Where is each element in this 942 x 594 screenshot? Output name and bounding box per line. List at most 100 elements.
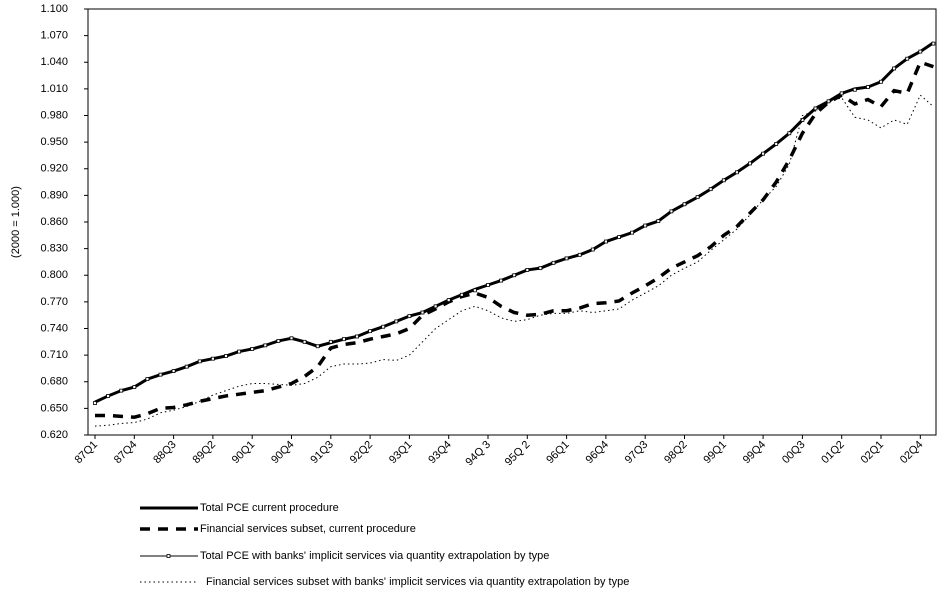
series-marker xyxy=(630,230,634,235)
series-marker xyxy=(512,273,517,278)
series-line xyxy=(94,94,934,427)
y-tick-label: 1.100 xyxy=(40,3,68,15)
x-tick-label: 99Q1 xyxy=(701,439,729,467)
series-line xyxy=(94,43,934,404)
series-marker xyxy=(931,41,936,46)
x-tick-label: 87Q4 xyxy=(112,439,140,467)
x-tick-label: 92Q2 xyxy=(348,439,376,467)
series-marker xyxy=(315,344,320,349)
y-tick-label: 0.710 xyxy=(40,349,68,361)
plot-frame xyxy=(87,8,937,436)
x-tick-label: 99Q4 xyxy=(741,439,769,467)
series-marker xyxy=(656,219,661,224)
series-marker xyxy=(459,292,464,297)
series-marker xyxy=(276,339,281,343)
series-marker xyxy=(184,364,189,369)
series-marker xyxy=(407,314,412,318)
x-tick-label: 02Q1 xyxy=(859,439,887,467)
series-marker xyxy=(381,324,386,329)
series-marker xyxy=(525,268,530,272)
series-marker xyxy=(787,131,792,136)
y-tick-label: 0.890 xyxy=(40,189,68,201)
legend-label: Total PCE current procedure xyxy=(200,502,339,514)
legend-label: Total PCE with banks' implicit services … xyxy=(200,550,549,562)
x-tick-label: 90Q1 xyxy=(230,439,258,467)
series-marker xyxy=(682,202,687,207)
y-axis-label: (2000 = 1.000) xyxy=(10,186,22,258)
x-tick-label: 97Q3 xyxy=(623,439,651,467)
x-tick-label: 89Q2 xyxy=(190,439,218,467)
series-marker xyxy=(708,187,713,192)
y-tick-label: 0.950 xyxy=(40,136,68,148)
series-marker xyxy=(617,235,621,239)
y-tick-label: 1.070 xyxy=(40,30,68,42)
series-marker xyxy=(210,356,215,361)
series-marker xyxy=(433,304,438,309)
series-marker xyxy=(643,223,648,228)
series-marker xyxy=(197,359,202,364)
x-tick-label: 98Q2 xyxy=(662,439,690,467)
y-tick-label: 0.650 xyxy=(40,402,68,414)
series-marker xyxy=(577,252,582,257)
series-marker xyxy=(158,372,163,377)
x-tick-label: 00Q3 xyxy=(780,439,808,467)
series-marker xyxy=(813,106,818,111)
y-tick-label: 0.770 xyxy=(40,296,68,308)
x-tick-label: 87Q1 xyxy=(73,439,101,467)
series-marker xyxy=(302,339,307,344)
legend-swatch-marker xyxy=(166,554,171,558)
y-tick-label: 0.620 xyxy=(40,429,68,441)
series-marker xyxy=(735,170,739,175)
series-marker xyxy=(341,337,346,342)
series-marker xyxy=(826,99,831,104)
y-tick-label: 0.830 xyxy=(40,243,68,255)
x-tick-label: 88Q3 xyxy=(151,439,179,467)
x-tick-label: 01Q2 xyxy=(819,439,847,467)
series-marker xyxy=(355,334,359,339)
y-tick-label: 0.740 xyxy=(40,322,68,334)
x-tick-label: 93Q4 xyxy=(426,439,454,467)
series-marker xyxy=(250,347,255,351)
y-tick-label: 1.010 xyxy=(40,83,68,95)
legend-label: Financial services subset with banks' im… xyxy=(206,576,629,588)
x-tick-label: 95Q 2 xyxy=(503,439,533,469)
series-marker xyxy=(551,260,556,265)
series-marker xyxy=(486,283,490,287)
series-marker xyxy=(237,349,242,354)
series-marker xyxy=(721,178,726,183)
series-marker xyxy=(119,388,124,393)
series-marker xyxy=(224,354,228,358)
series-marker xyxy=(669,209,674,214)
x-tick-label: 96Q1 xyxy=(544,439,572,467)
series-marker xyxy=(879,79,883,84)
series-marker xyxy=(892,66,896,71)
y-tick-label: 1.040 xyxy=(40,56,68,68)
series-marker xyxy=(604,239,608,244)
series-marker xyxy=(748,161,752,166)
x-tick-label: 93Q1 xyxy=(387,439,415,467)
x-tick-label: 91Q3 xyxy=(308,439,336,467)
series-marker xyxy=(774,141,779,146)
series-marker xyxy=(918,49,923,54)
series-marker xyxy=(499,278,504,283)
y-tick-label: 0.920 xyxy=(40,163,68,175)
series-line xyxy=(94,41,935,404)
y-tick-label: 0.800 xyxy=(40,269,68,281)
series-marker xyxy=(106,394,110,398)
x-tick-label: 96Q4 xyxy=(583,439,611,467)
x-tick-label: 94Q 3 xyxy=(463,439,493,469)
series-marker xyxy=(695,195,700,200)
series-marker xyxy=(171,369,176,374)
series-marker xyxy=(132,385,137,389)
series-marker xyxy=(905,56,910,61)
series-marker xyxy=(564,256,569,261)
series-marker xyxy=(446,298,451,303)
series-marker xyxy=(263,343,268,348)
series-marker xyxy=(538,266,543,271)
series-marker xyxy=(852,87,857,92)
series-marker xyxy=(368,329,373,334)
series-marker xyxy=(590,247,595,252)
series-marker xyxy=(394,319,399,324)
y-tick-label: 0.680 xyxy=(40,376,68,388)
